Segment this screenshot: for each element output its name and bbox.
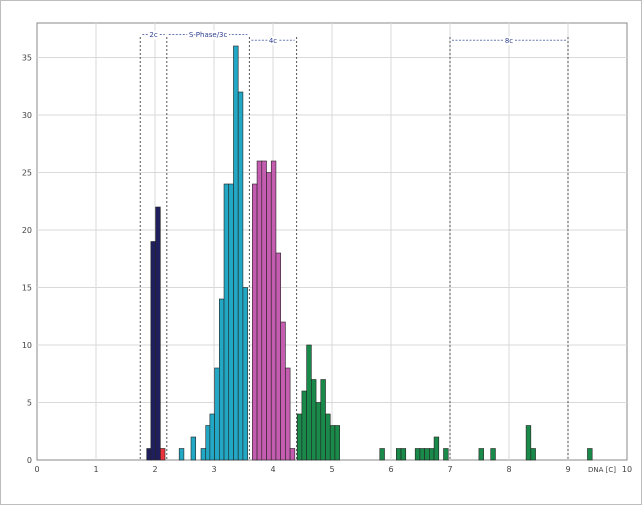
region-label: 8c (505, 37, 513, 45)
histogram-bar (209, 413, 215, 461)
histogram-bar (256, 160, 263, 461)
y-tick-label: 25 (22, 169, 32, 178)
histogram-bar (414, 448, 421, 461)
x-tick-label: 4 (270, 465, 275, 474)
x-tick-label: 9 (565, 465, 570, 474)
histogram-bar (285, 367, 291, 461)
x-tick-label: 3 (211, 465, 216, 474)
histogram-bar (190, 436, 197, 461)
histogram-bar (214, 367, 220, 461)
histogram-bar (228, 183, 234, 461)
histogram-bar (237, 91, 244, 461)
y-tick-label: 20 (22, 226, 32, 235)
histogram-bar (478, 448, 484, 461)
x-axis-title: DNA [C] (588, 466, 616, 474)
x-tick-label: 6 (388, 465, 393, 474)
histogram-bar (396, 448, 402, 461)
histogram-bar (490, 448, 496, 461)
x-tick-label: 5 (329, 465, 334, 474)
histogram-bar (242, 287, 248, 461)
histogram-bar (275, 252, 281, 461)
region-label-background (147, 30, 160, 40)
region-annotation: 8c (452, 36, 566, 46)
histogram-bar (315, 402, 322, 461)
histogram-bar (530, 448, 536, 461)
x-tick-label: 1 (93, 465, 98, 474)
region-label: S-Phase/3c (189, 31, 228, 39)
y-tick-labels: 0 5 10 15 20 25 30 35 (22, 54, 32, 466)
x-tick-label: 8 (506, 465, 511, 474)
histogram-bar (443, 448, 449, 461)
histogram-bar (429, 448, 435, 461)
histogram-bar (200, 448, 207, 461)
histogram-bar (525, 425, 532, 461)
x-tick-label: 0 (34, 465, 39, 474)
histogram-bar (223, 183, 230, 461)
histogram-bar (433, 436, 440, 461)
histogram-bar (587, 448, 593, 461)
region-boundaries (139, 37, 569, 460)
y-tick-label: 15 (22, 284, 32, 293)
x-tick-label: 7 (447, 465, 452, 474)
histogram-bar (266, 172, 272, 461)
y-tick-label: 0 (27, 456, 32, 465)
x-tick-label: 2 (152, 465, 157, 474)
histogram-bar (424, 448, 430, 461)
x-tick-labels: 0 1 2 3 4 5 6 7 8 9 10 (34, 465, 632, 474)
histogram-bar (160, 448, 166, 461)
histogram-bar (306, 344, 312, 461)
histogram-bar (320, 379, 326, 461)
histogram-bar (219, 298, 225, 461)
histogram-bar (233, 45, 239, 461)
y-tick-label: 30 (22, 111, 32, 120)
histogram-bar (379, 448, 385, 461)
histogram-bars (146, 45, 593, 461)
histogram-bar (252, 183, 258, 461)
histogram-bar (289, 448, 296, 461)
histogram-bar (311, 379, 317, 461)
region-label: 2c (149, 31, 157, 39)
region-annotations: 2c S-Phase/3c 4c 8c (142, 30, 566, 46)
y-tick-label: 35 (22, 54, 32, 63)
region-annotation: 4c (251, 36, 295, 46)
histogram-bar (325, 413, 331, 461)
histogram-bar (329, 425, 336, 461)
region-label-background (503, 36, 515, 46)
y-tick-label: 5 (27, 399, 32, 408)
histogram-bar (270, 160, 277, 461)
histogram-bar (155, 206, 161, 461)
histogram-bar (178, 448, 185, 461)
region-annotation: S-Phase/3c (168, 30, 248, 40)
histogram-bar (301, 390, 307, 461)
region-annotation: 2c (142, 30, 165, 40)
histogram-bar (419, 448, 425, 461)
histogram-bar (280, 321, 286, 461)
histogram-bar (296, 413, 303, 461)
histogram-bar (400, 448, 407, 461)
region-label: 4c (269, 37, 277, 45)
histogram-bar (334, 425, 340, 461)
histogram-bar (261, 160, 267, 461)
x-tick-label: 10 (622, 465, 632, 474)
region-label-background (187, 30, 230, 40)
histogram-bar (150, 241, 156, 461)
y-tick-label: 10 (22, 341, 32, 350)
region-label-background (267, 36, 279, 46)
